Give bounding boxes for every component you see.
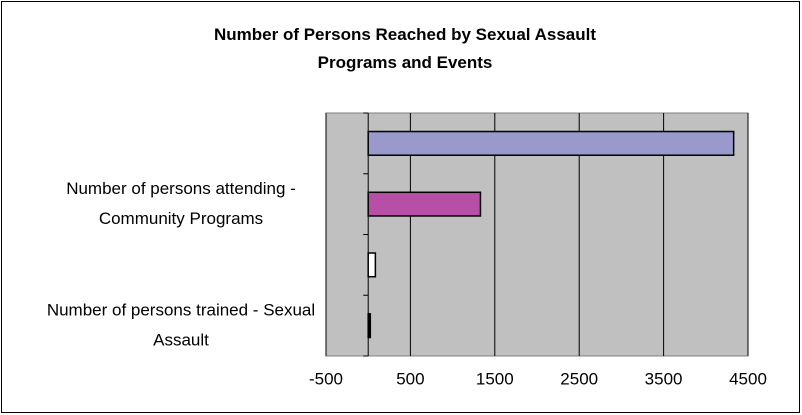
x-tick-label: 1500 [476,369,514,388]
y-tick-label: Number of persons trained - Sexual Assaul… [47,301,315,350]
bar [367,130,735,156]
x-tick-label: 3500 [645,369,683,388]
bar [367,191,482,217]
x-tick-label: -500 [309,369,343,388]
bar [367,252,377,278]
y-tick-label: Number of persons attending -Community P… [66,180,296,229]
bar [367,313,372,339]
x-tick-label: 4500 [729,369,767,388]
chart-title: Number of Persons Reached by Sexual Assa… [214,25,596,72]
x-tick-label: 500 [396,369,424,388]
x-tick-label: 2500 [560,369,598,388]
